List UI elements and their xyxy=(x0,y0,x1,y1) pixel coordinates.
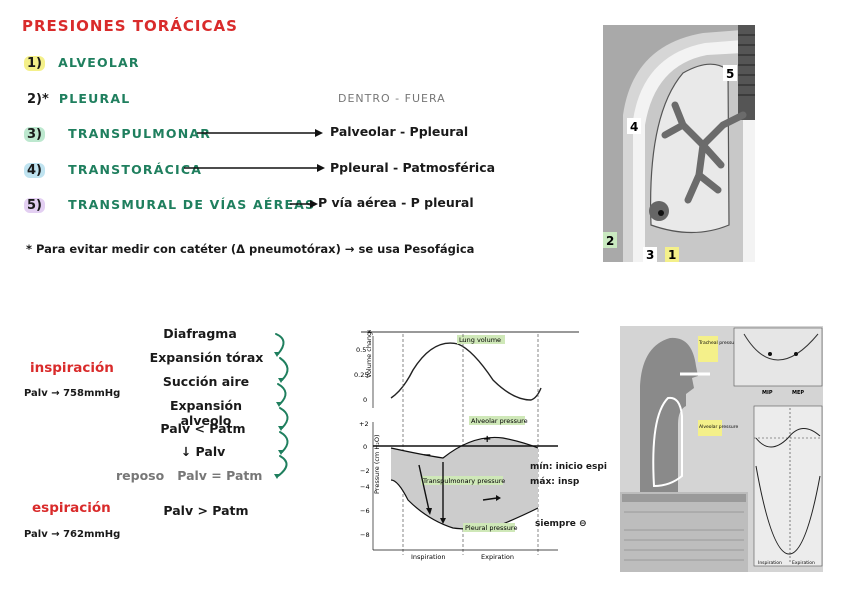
formula-5: P vía aérea - P pleural xyxy=(318,195,474,210)
bottom-y-label: Pressure (cm H₂O) xyxy=(373,435,381,494)
alveolar-pressure-scan-label: Alveolar pressure xyxy=(699,424,738,430)
bottom-tick-5: −8 xyxy=(360,531,370,539)
formula-4: Ppleural - Patmosférica xyxy=(330,160,496,175)
plus-sign: + xyxy=(483,434,491,445)
item-number: 5) xyxy=(24,198,45,213)
alveolar-pressure-label: Alveolar pressure xyxy=(471,417,528,425)
green-curved-arrows xyxy=(268,330,298,484)
pressure-item-4: 4) TRANSTORÁCICA xyxy=(24,159,202,178)
transpulmonary-label: Transpulmonary pressure xyxy=(422,477,505,485)
lung-volume-label: Lung volume xyxy=(459,336,501,344)
top-y-label: Volume change (liters) xyxy=(365,330,373,378)
pressure-item-3: 3) TRANSPULMONAR xyxy=(24,123,211,142)
label-4: 4 xyxy=(630,120,638,134)
pressure-item-5: 5) TRANSMURAL DE VÍAS AÉREAS xyxy=(24,194,315,213)
item-label: TRANSMURAL DE VÍAS AÉREAS xyxy=(68,197,316,212)
pressure-volume-chart: Volume change (liters) 0.5 0.25 0 Lung v… xyxy=(333,304,581,562)
top-tick-0: 0.5 xyxy=(356,346,366,354)
step-baja-palv: ↓ Palv xyxy=(180,444,226,459)
pressure-item-2: 2)* PLEURAL xyxy=(24,88,130,107)
page-title: PRESIONES TORÁCICAS xyxy=(22,17,238,35)
step-diafragma: Diafragma xyxy=(163,326,237,341)
bottom-tick-4: −6 xyxy=(360,507,370,515)
label-1: 1 xyxy=(668,248,676,262)
chart-note-always: siempre ⊖ xyxy=(535,519,587,529)
x-label-expiration: Expiration xyxy=(481,553,514,561)
inspiration-title: inspiración xyxy=(30,360,114,376)
minus-sign: − xyxy=(423,450,431,461)
arrow-4 xyxy=(182,160,327,179)
pleural-pressure-label: Pleural pressure xyxy=(465,524,517,532)
label-3: 3 xyxy=(646,248,654,262)
inspiration-value: Palv → 758mmHg xyxy=(24,388,121,399)
label-2: 2 xyxy=(606,234,614,248)
item-label: TRANSPULMONAR xyxy=(68,126,212,141)
tracheal-pressure-label: Tracheal pressure xyxy=(698,340,739,346)
top-tick-2: 0 xyxy=(363,396,367,404)
bottom-tick-0: +2 xyxy=(359,420,369,428)
long-arrow-icon xyxy=(197,129,323,137)
rest-state: reposo Palv = Patm xyxy=(116,468,263,483)
mip-label: MIP xyxy=(762,390,773,396)
mep-label: MEP xyxy=(792,390,804,396)
top-tick-1: 0.25 xyxy=(354,371,368,379)
footnote: * Para evitar medir con catéter (Δ pneum… xyxy=(26,242,475,256)
bottom-tick-1: 0 xyxy=(363,443,367,451)
item-label: TRANSTORÁCICA xyxy=(68,162,203,177)
inside-outside-note: DENTRO - FUERA xyxy=(338,92,446,105)
item-number: 2)* xyxy=(27,92,49,107)
item-number: 1) xyxy=(24,56,45,71)
long-arrow-icon xyxy=(184,164,325,172)
pressure-item-1: 1) ALVEOLAR xyxy=(24,52,140,71)
step-succion-aire: Succión aire xyxy=(162,374,250,389)
expiration-relation: Palv > Patm xyxy=(163,503,249,518)
chart-note-min: mín: inicio espi xyxy=(530,462,607,472)
curved-arrows-icon xyxy=(274,333,289,479)
label-5: 5 xyxy=(726,67,734,81)
expiration-scan-label: Expiration xyxy=(792,560,815,566)
item-number: 4) xyxy=(24,163,45,178)
formula-3: Palveolar - Ppleural xyxy=(330,124,469,139)
item-label: ALVEOLAR xyxy=(58,55,140,70)
bottom-tick-3: −4 xyxy=(360,483,370,491)
respiratory-scan-image: Tracheal pressure Alveolar pressure MIP … xyxy=(620,326,823,572)
short-arrow-icon xyxy=(290,200,318,208)
arrow-5 xyxy=(289,196,319,215)
chart-note-max: máx: insp xyxy=(530,477,580,487)
expiration-title: espiración xyxy=(32,500,111,516)
step-palv-menor-patm: Palv < Patm xyxy=(160,421,246,436)
step-expansion-torax: Expansión tórax xyxy=(149,350,264,365)
inspiration-scan-label: Inspiration xyxy=(758,560,782,566)
bottom-tick-2: −2 xyxy=(360,467,370,475)
item-label: PLEURAL xyxy=(58,91,131,106)
expiration-value: Palv → 762mmHg xyxy=(24,529,121,540)
lung-anatomy-image: 5 4 2 3 1 xyxy=(603,25,755,262)
arrow-3 xyxy=(195,125,325,144)
item-number: 3) xyxy=(24,127,45,142)
step-expansion-alveolo: Expansión alveolo xyxy=(169,398,243,428)
x-label-inspiration: Inspiration xyxy=(411,553,445,561)
